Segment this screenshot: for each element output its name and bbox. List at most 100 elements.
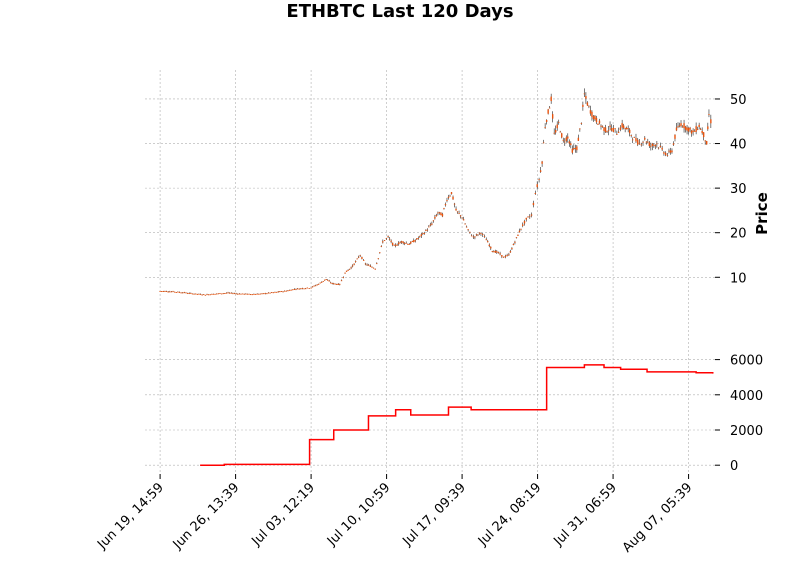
price-candle	[314, 285, 317, 287]
price-candle	[301, 288, 304, 290]
price-candle	[295, 289, 297, 290]
price-candle	[245, 293, 247, 295]
price-candle	[206, 294, 208, 296]
price-candle	[518, 230, 521, 233]
price-candle	[600, 125, 602, 127]
price-candle	[612, 127, 615, 132]
price-candle	[686, 127, 688, 131]
price-candle	[647, 141, 649, 143]
price-candle	[342, 277, 345, 278]
price-candle	[253, 294, 255, 295]
price-candle	[536, 184, 538, 188]
price-candle	[336, 284, 338, 285]
price-candle	[305, 288, 307, 290]
price-candle	[366, 264, 368, 266]
price-candle	[292, 289, 294, 291]
price-candle	[172, 291, 174, 293]
price-candle	[220, 293, 223, 295]
price-candle	[506, 254, 508, 257]
price-candle	[385, 238, 388, 240]
price-candle	[225, 292, 228, 294]
price-candle	[311, 286, 314, 288]
price-candle	[559, 131, 561, 133]
price-candle	[258, 293, 260, 295]
price-candle	[249, 294, 252, 296]
price-candle	[547, 109, 549, 114]
price-candle	[237, 293, 239, 295]
price-candle	[544, 127, 546, 128]
price-candle	[453, 203, 456, 205]
price-candle	[246, 293, 249, 295]
price-candle	[180, 292, 182, 294]
price-candle	[425, 229, 427, 231]
price-candle	[594, 115, 596, 120]
price-y-tick-label: 10	[730, 271, 747, 286]
price-candle	[340, 280, 343, 282]
price-candle	[368, 264, 370, 266]
price-candle	[553, 132, 555, 134]
price-candle	[571, 148, 574, 153]
price-candle	[561, 133, 563, 138]
price-candle	[431, 223, 433, 225]
price-candle	[240, 293, 242, 295]
price-candle	[671, 150, 673, 153]
price-candle	[169, 291, 171, 293]
chart-title: ETHBTC Last 120 Days	[286, 1, 513, 22]
price-candle	[347, 270, 349, 271]
price-candle	[502, 256, 505, 258]
price-candle	[266, 293, 268, 295]
price-candle	[452, 196, 454, 200]
price-candle	[522, 224, 524, 226]
price-candle	[170, 291, 173, 293]
price-candle	[408, 244, 410, 245]
price-y-tick-label: 30	[730, 182, 747, 197]
price-candle	[164, 291, 166, 292]
price-candle	[194, 293, 197, 295]
price-candle	[259, 293, 262, 295]
price-candle	[423, 233, 426, 234]
price-candle	[577, 137, 580, 141]
price-candle	[331, 283, 333, 284]
price-candle	[640, 144, 642, 146]
price-candle	[601, 125, 604, 127]
price-candle	[214, 293, 216, 295]
price-candle	[610, 128, 613, 131]
price-candle	[674, 134, 676, 139]
price-candle	[604, 127, 607, 133]
price-candle	[490, 246, 492, 249]
price-candle	[345, 270, 348, 272]
price-candle	[480, 233, 482, 234]
price-candle	[517, 234, 519, 236]
price-candle	[630, 135, 632, 136]
price-candle	[351, 265, 354, 267]
price-candle	[322, 281, 324, 282]
price-candle	[661, 147, 663, 150]
volume-panel	[200, 364, 714, 466]
price-candle	[565, 137, 567, 142]
price-candle	[264, 293, 266, 294]
price-candle	[474, 236, 476, 238]
price-candle	[637, 139, 639, 145]
price-candle	[588, 105, 590, 107]
price-candle	[279, 291, 281, 293]
price-candle	[580, 122, 583, 124]
price-candle	[283, 290, 286, 292]
price-candle	[173, 291, 176, 293]
price-candle	[414, 240, 416, 242]
price-candle	[570, 143, 572, 146]
price-candle	[583, 93, 586, 95]
price-candle	[178, 292, 181, 293]
price-candle	[607, 130, 610, 132]
price-candle	[538, 179, 540, 180]
price-candle	[390, 240, 392, 242]
price-candle	[327, 279, 329, 281]
price-candle	[274, 291, 276, 293]
volume-y-tick-label: 6000	[730, 354, 763, 369]
price-candle	[404, 242, 406, 244]
price-candle	[624, 128, 626, 130]
price-candle	[382, 241, 384, 243]
price-candle	[275, 291, 278, 293]
price-candle	[251, 294, 254, 296]
price-candle	[625, 127, 628, 130]
price-candle	[541, 161, 543, 164]
